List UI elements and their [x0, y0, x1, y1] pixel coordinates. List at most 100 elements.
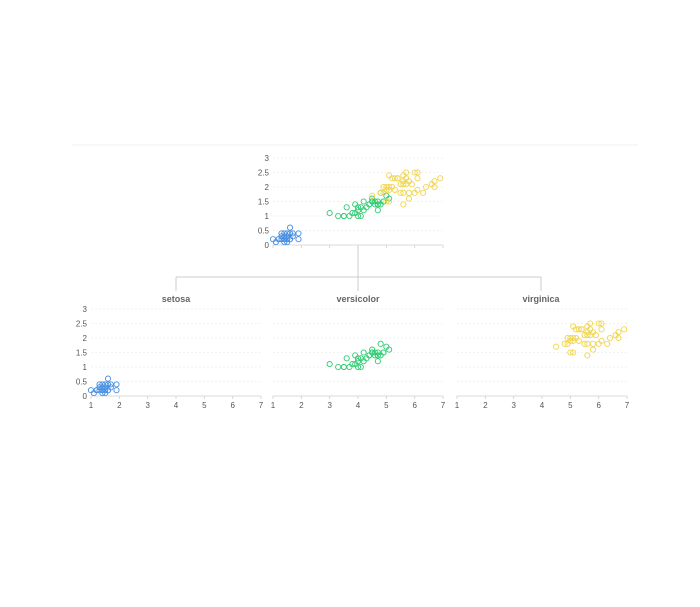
virginica-x-tick-label: 4 — [540, 401, 545, 410]
virginica-data-point — [589, 340, 597, 347]
virginica-x-tick-label: 2 — [483, 401, 488, 410]
overview-data-point — [369, 195, 376, 202]
virginica-x-tick-label: 1 — [455, 401, 460, 410]
versicolor-x-tick-label: 3 — [327, 401, 332, 410]
overview-data-point — [278, 230, 285, 237]
versicolor-data-point — [374, 352, 381, 359]
setosa-data-point — [104, 381, 112, 388]
setosa-x-tick-label: 4 — [174, 401, 179, 410]
overview-data-point — [400, 178, 407, 185]
overview-data-point — [400, 189, 407, 196]
overview-data-point — [405, 195, 413, 202]
overview-data-point — [388, 183, 396, 191]
versicolor-data-point — [369, 346, 376, 353]
versicolor-data-point — [360, 358, 367, 365]
virginica-data-point — [598, 326, 605, 333]
virginica-data-point — [584, 332, 591, 339]
virginica-data-point — [584, 352, 591, 359]
setosa-x-tick-label: 5 — [202, 401, 207, 410]
overview-data-point — [422, 183, 430, 191]
overview-data-point — [431, 178, 438, 185]
versicolor-data-point — [346, 363, 353, 371]
overview-data-point — [340, 212, 347, 220]
virginica-x-tick-label: 6 — [596, 401, 601, 410]
versicolor-x-tick-label: 6 — [412, 401, 417, 410]
overview-data-point — [369, 192, 376, 199]
overview-data-point — [284, 230, 291, 237]
overview-data-point — [374, 201, 381, 208]
overview-data-point — [377, 189, 384, 196]
virginica-data-point — [572, 334, 580, 342]
setosa-x-tick-label: 7 — [259, 401, 264, 410]
versicolor-data-point — [386, 346, 393, 353]
versicolor-data-point — [335, 363, 342, 371]
overview-data-point — [286, 224, 294, 231]
setosa-data-point — [87, 387, 95, 394]
overview-data-point — [357, 212, 364, 220]
setosa-x-tick-label: 1 — [89, 401, 94, 410]
overview-data-point — [354, 207, 362, 214]
overview-data-point — [286, 236, 294, 243]
overview-data-point — [383, 186, 390, 193]
versicolor-data-point — [371, 352, 379, 359]
versicolor-data-point — [366, 352, 373, 359]
overview-data-point — [403, 169, 410, 176]
virginica-x-tick-label: 5 — [568, 401, 573, 410]
setosa-data-point — [104, 387, 112, 394]
virginica-data-point — [604, 340, 611, 347]
setosa-data-point — [96, 381, 103, 388]
virginica-data-point — [615, 334, 622, 342]
versicolor-x-tick-label: 7 — [441, 401, 446, 410]
setosa-data-point — [113, 387, 120, 394]
versicolor-x-tick-label: 5 — [384, 401, 389, 410]
versicolor-data-point — [326, 361, 333, 368]
setosa-y-tick-label: 2 — [83, 334, 88, 343]
setosa-data-point — [113, 381, 120, 388]
overview-data-point — [400, 201, 407, 208]
virginica-panel: 1 2 3 4 5 6 7 — [455, 308, 630, 410]
setosa-x-tick-label: 2 — [117, 401, 122, 410]
versicolor-data-point — [360, 349, 367, 356]
setosa-y-tick-label: 3 — [83, 305, 88, 314]
versicolor-x-tick-label: 4 — [356, 401, 361, 410]
virginica-data-point — [589, 346, 597, 353]
virginica-data-point — [567, 349, 574, 356]
overview-data-point — [437, 175, 444, 182]
overview-y-tick-label: 2 — [265, 183, 270, 192]
virginica-data-point — [595, 320, 602, 327]
virginica-data-point — [553, 343, 560, 350]
overview-data-point — [289, 230, 296, 237]
overview-data-point — [383, 198, 390, 205]
virginica-data-point — [567, 337, 574, 344]
setosa-y-tick-label: 0 — [83, 392, 88, 401]
overview-data-point — [386, 198, 393, 205]
virginica-data-point — [567, 334, 574, 342]
virginica-data-point — [572, 326, 580, 333]
overview-data-point — [414, 175, 421, 182]
overview-data-point — [295, 236, 302, 243]
virginica-data-point — [578, 326, 585, 333]
virginica-data-point — [615, 329, 622, 336]
virginica-data-point — [606, 334, 614, 342]
versicolor-x-tick-label: 2 — [299, 401, 304, 410]
overview-y-tick-label: 1 — [265, 212, 270, 221]
overview-data-point — [420, 189, 427, 196]
virginica-data-point — [621, 326, 628, 333]
overview-data-point — [371, 201, 379, 208]
virginica-data-point — [575, 326, 582, 333]
virginica-data-point — [598, 320, 605, 327]
versicolor-data-point — [377, 340, 384, 347]
overview-data-point — [414, 169, 421, 176]
overview-data-point — [400, 181, 407, 188]
virginica-data-point — [561, 340, 568, 347]
setosa-panel: 0 0.5 1 1.5 2 2.5 3 1 2 3 4 5 6 7 — [76, 305, 264, 410]
overview-data-point — [360, 207, 367, 214]
overview-data-point — [343, 204, 350, 211]
overview-y-tick-label: 3 — [265, 154, 270, 163]
overview-data-point — [360, 198, 367, 205]
overview-data-point — [326, 210, 333, 217]
virginica-data-point — [584, 340, 591, 347]
setosa-y-tick-label: 2.5 — [76, 320, 88, 329]
